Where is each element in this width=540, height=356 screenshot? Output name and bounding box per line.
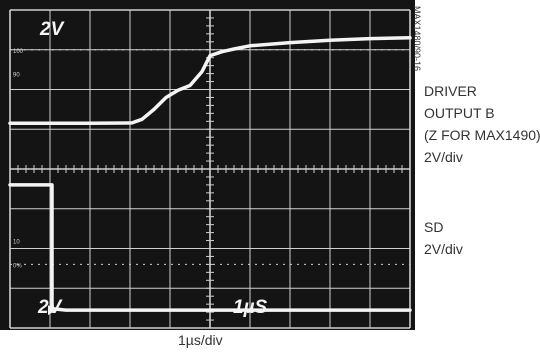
trace-driver-output-b [8,36,412,126]
trigger-marker [48,305,56,316]
ch1-label-line: (Z FOR MAX1490) [424,127,540,143]
ch1-label-line: OUTPUT B [424,105,495,121]
reference-marker: 0% [13,263,22,269]
ch2-label-line: SD [424,219,444,235]
trace-sd [8,183,412,312]
ch2-label-line: 2V/div [424,241,463,257]
timebase-scale-text: 1µS [233,297,268,318]
reference-marker: 100 [13,49,24,55]
reference-marker: 90 [13,73,20,79]
ch1-label: DRIVER OUTPUT B (Z FOR MAX1490) 2V/div [424,80,540,168]
oscilloscope-screen: 100 90 10 0% 2V 2V 1µS [0,0,415,330]
reference-marker: 10 [13,240,20,246]
ch2-scale-text: 2V [37,297,63,318]
ch2-label: SD 2V/div [424,216,463,260]
timebase-label: 1µs/div [178,332,223,348]
figure-id: MAX1480/90-16 [412,6,422,72]
traces [8,36,412,316]
graticule [9,9,411,329]
ch1-label-line: 2V/div [424,149,463,165]
ch1-label-line: DRIVER [424,83,477,99]
reference-markers: 100 90 10 0% [13,49,24,270]
ch1-scale-text: 2V [39,19,65,40]
